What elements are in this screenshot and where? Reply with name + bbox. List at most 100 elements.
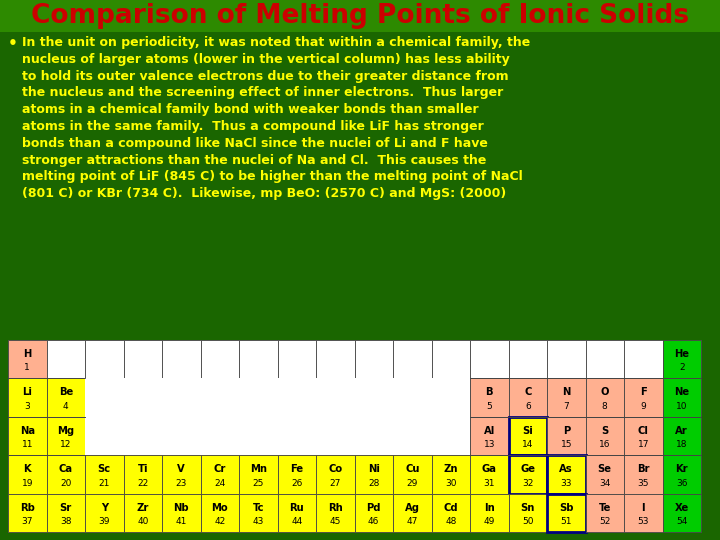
Bar [393,494,431,532]
Text: 12: 12 [60,440,71,449]
Bar [277,494,316,532]
Bar [662,378,701,416]
Text: Sr: Sr [60,503,72,513]
Bar [85,340,124,378]
Text: 16: 16 [599,440,611,449]
Bar [547,494,585,532]
Text: Be: Be [58,387,73,397]
Bar [8,340,47,378]
Text: 23: 23 [176,478,187,488]
Bar [354,416,393,455]
Bar [162,494,200,532]
Text: 48: 48 [445,517,456,526]
Bar [585,455,624,494]
Bar [47,416,85,455]
Bar [200,494,239,532]
Text: Mn: Mn [250,464,266,474]
Text: 34: 34 [599,478,611,488]
Bar [547,378,585,416]
Text: Zn: Zn [444,464,458,474]
Bar [277,340,316,378]
Text: Fe: Fe [290,464,303,474]
Text: Li: Li [22,387,32,397]
Text: 9: 9 [640,402,646,410]
Bar [431,455,470,494]
Text: 49: 49 [484,517,495,526]
Text: 13: 13 [484,440,495,449]
Bar [508,340,547,378]
Bar [124,455,162,494]
Text: 46: 46 [368,517,379,526]
Text: 24: 24 [214,478,225,488]
Text: 26: 26 [291,478,302,488]
Text: 22: 22 [137,478,148,488]
Bar [316,455,354,494]
Text: Kr: Kr [675,464,688,474]
Bar [47,340,85,378]
Text: Al: Al [484,426,495,436]
Text: Cu: Cu [405,464,420,474]
Bar [162,455,200,494]
Bar [200,416,239,455]
Bar [431,494,470,532]
Text: Zr: Zr [137,503,149,513]
Bar [316,416,354,455]
Bar [585,494,624,532]
Bar [470,416,508,455]
Bar [508,378,547,416]
Text: O: O [600,387,609,397]
Text: Cd: Cd [444,503,458,513]
Text: S: S [601,426,608,436]
Text: Br: Br [637,464,649,474]
Text: 43: 43 [253,517,264,526]
Text: 47: 47 [407,517,418,526]
Bar [508,494,547,532]
Text: 53: 53 [637,517,649,526]
Text: Cr: Cr [214,464,226,474]
Text: 21: 21 [99,478,110,488]
Text: Tc: Tc [253,503,264,513]
Text: 44: 44 [291,517,302,526]
Bar [547,416,585,455]
Bar [354,455,393,494]
Bar [0,0,720,32]
Bar [85,416,124,455]
Bar [239,416,277,455]
Bar [8,416,47,455]
Bar [624,416,662,455]
Bar [8,455,47,494]
Text: He: He [674,349,689,359]
Bar [431,416,470,455]
Text: 3: 3 [24,402,30,410]
Bar [124,494,162,532]
Bar [200,378,239,416]
Text: 18: 18 [676,440,688,449]
Text: 39: 39 [99,517,110,526]
Text: Ga: Ga [482,464,497,474]
Text: 31: 31 [484,478,495,488]
Text: 29: 29 [407,478,418,488]
Bar [47,455,85,494]
Text: P: P [562,426,570,436]
Bar [162,340,200,378]
Bar [662,416,701,455]
Bar [124,416,162,455]
Text: 2: 2 [679,363,685,372]
Bar [316,494,354,532]
Bar [470,455,508,494]
Bar [585,378,624,416]
Bar [85,494,124,532]
Text: Sb: Sb [559,503,574,513]
Bar [354,378,393,416]
Text: 27: 27 [330,478,341,488]
Text: V: V [177,464,185,474]
Bar [239,378,277,416]
Bar [547,340,585,378]
Text: 38: 38 [60,517,71,526]
Text: Si: Si [523,426,533,436]
Text: 11: 11 [22,440,33,449]
Text: Ti: Ti [138,464,148,474]
Bar [354,494,393,532]
Text: Rh: Rh [328,503,343,513]
Text: N: N [562,387,570,397]
